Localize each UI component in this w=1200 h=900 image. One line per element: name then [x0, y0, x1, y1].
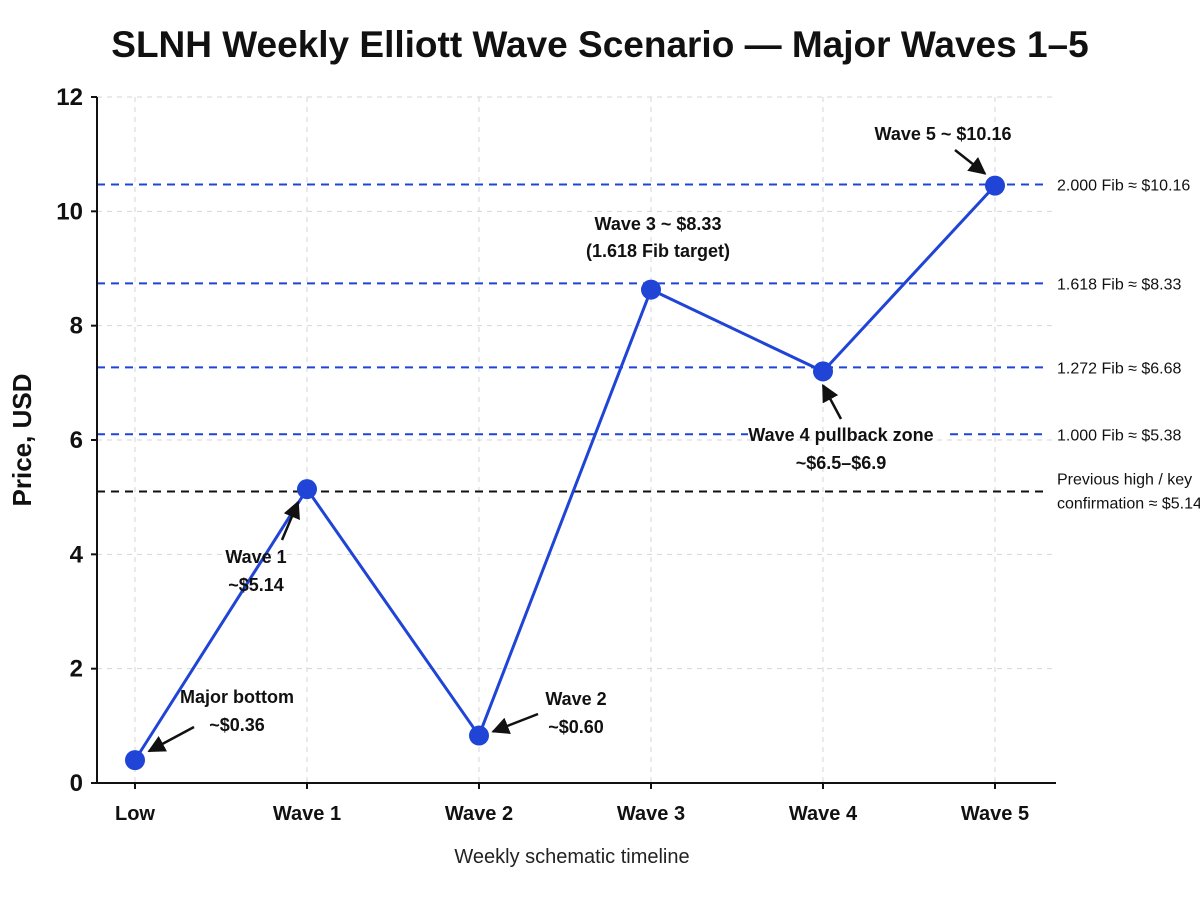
annotation-arrow: [821, 383, 843, 420]
fib-reference-lines: 2.000 Fib ≈ $10.16 1.618 Fib ≈ $8.33 1.272…: [97, 177, 1200, 512]
annotation-text: ~$6.5–$6.9: [796, 453, 887, 473]
annotation-text: Wave 2: [545, 689, 606, 709]
annotation-text: ~$5.14: [228, 575, 284, 595]
annotation-arrow: [147, 725, 195, 753]
annotation-text: Wave 5 ~ $10.16: [875, 124, 1012, 144]
annotation-text: ~$0.36: [209, 715, 265, 735]
fib-level-label: 1.000 Fib ≈ $5.38: [1057, 427, 1182, 444]
fib-level-label: 2.000 Fib ≈ $10.16: [1057, 177, 1190, 194]
y-tick-label: 10: [56, 198, 83, 225]
data-point: [297, 479, 317, 500]
annotations: Major bottom ~$0.36 Wave 1 ~$5.14 Wave 2 ~$0.…: [147, 124, 1012, 753]
chart-title: SLNH Weekly Elliott Wave Scenario — Majo…: [111, 24, 1088, 65]
x-axis-label: Weekly schematic timeline: [454, 846, 689, 868]
y-tick-label: 4: [70, 541, 84, 568]
annotation-text: Wave 4 pullback zone: [748, 425, 933, 445]
annotation-arrow: [280, 500, 300, 541]
reference-line-label: Previous high / key: [1057, 471, 1192, 488]
data-point: [641, 279, 661, 300]
x-tick-label: Wave 4: [789, 803, 858, 825]
y-tick-label: 2: [70, 656, 83, 683]
x-tick-label: Wave 2: [445, 803, 513, 825]
y-axis-label: Price, USD: [7, 374, 37, 507]
fib-level-label: 1.272 Fib ≈ $6.68: [1057, 360, 1182, 377]
annotation-text: Wave 1: [225, 547, 286, 567]
reference-line-label: confirmation ≈ $5.14: [1057, 495, 1200, 512]
data-point: [985, 175, 1005, 196]
data-point: [125, 750, 145, 771]
x-tick-label: Wave 5: [961, 803, 1029, 825]
x-tick-label: Low: [115, 803, 155, 825]
annotation-text: Major bottom: [180, 687, 294, 707]
fib-level-label: 1.618 Fib ≈ $8.33: [1057, 276, 1182, 293]
annotation-arrow: [954, 149, 987, 175]
y-tick-label: 12: [56, 84, 83, 111]
annotation-text: Wave 3 ~ $8.33: [595, 214, 722, 234]
y-tick-label: 6: [70, 427, 83, 454]
data-point: [469, 725, 489, 746]
y-ticks: 0 2 4 6 8 10 12: [56, 84, 97, 797]
x-tick-label: Wave 3: [617, 803, 685, 825]
series: [125, 175, 1005, 771]
y-tick-label: 8: [70, 313, 83, 340]
y-tick-label: 0: [70, 770, 83, 797]
annotation-text: (1.618 Fib target): [586, 241, 730, 261]
x-ticks: Low Wave 1 Wave 2 Wave 3 Wave 4 Wave 5: [115, 783, 1029, 825]
annotation-arrow: [491, 712, 539, 734]
grid: [97, 96, 1056, 783]
data-point: [813, 361, 833, 382]
annotation-text: ~$0.60: [548, 717, 604, 737]
x-tick-label: Wave 1: [273, 803, 341, 825]
series-line: [133, 184, 997, 761]
